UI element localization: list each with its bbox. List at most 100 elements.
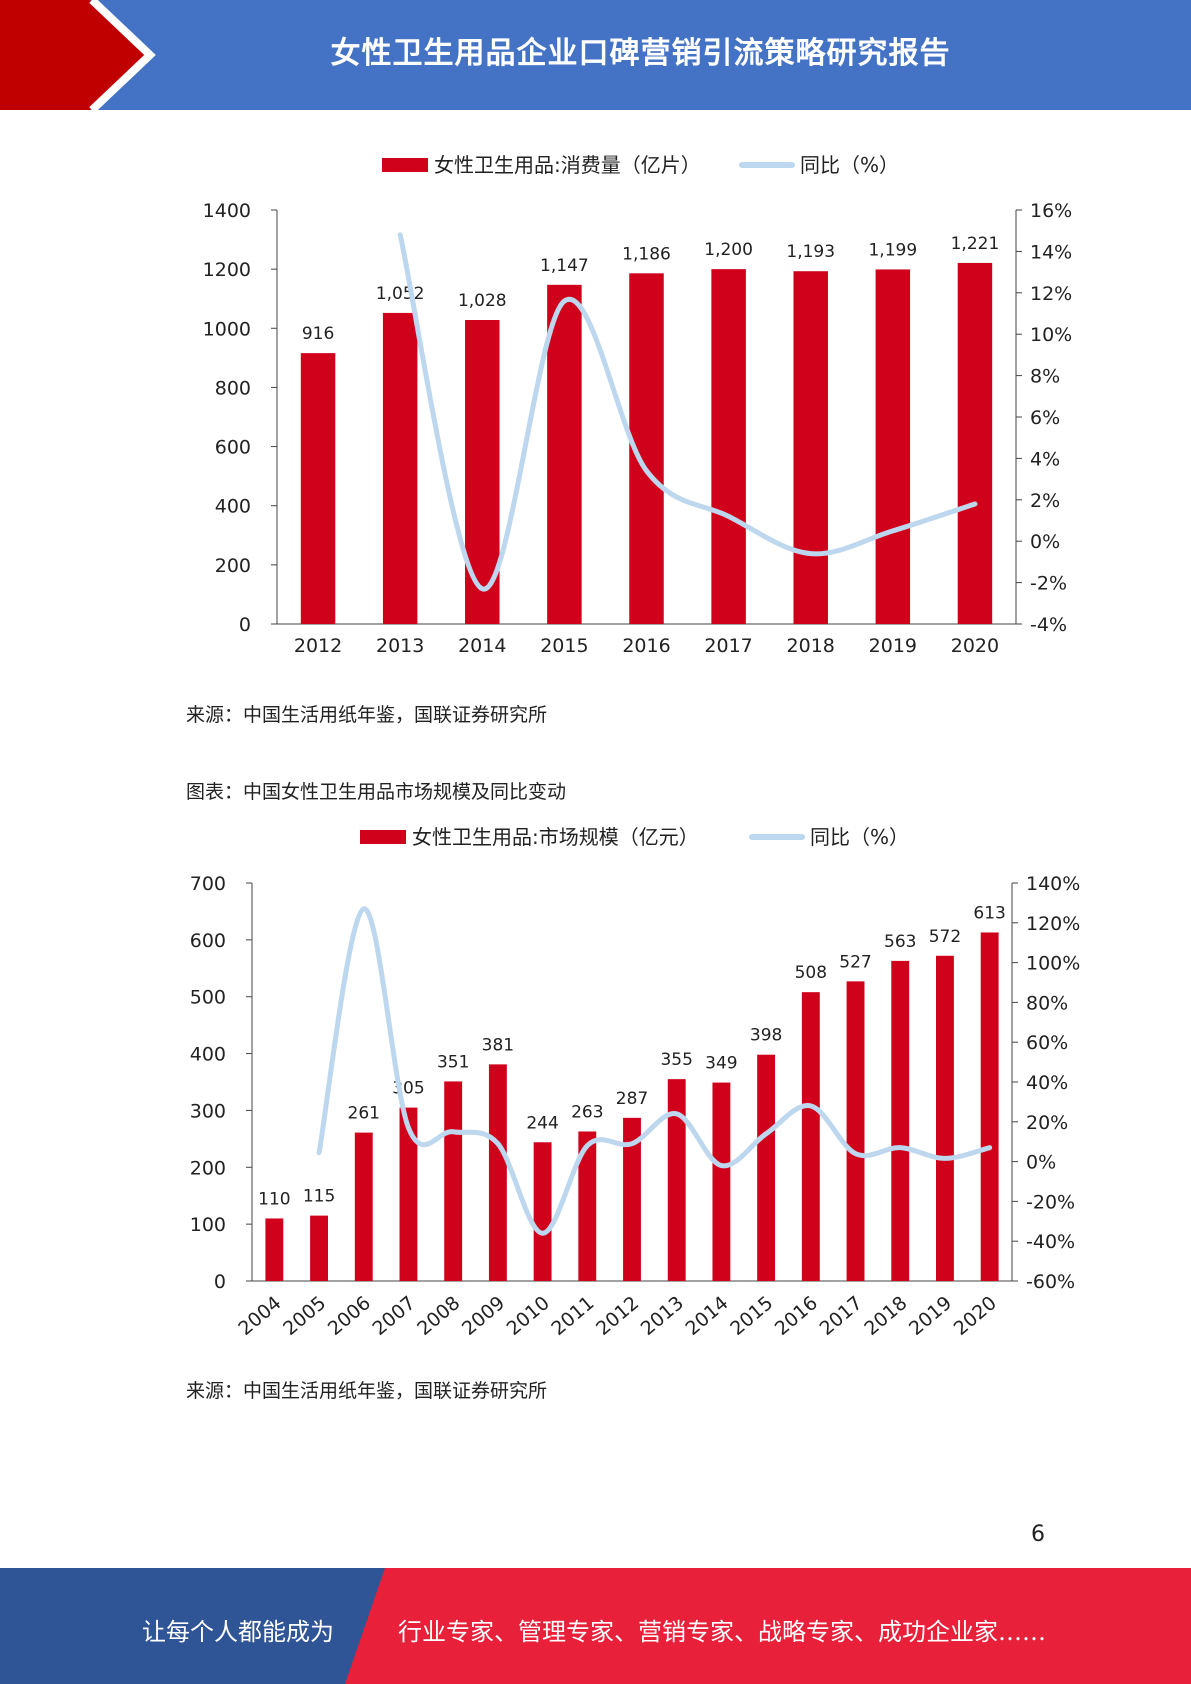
c1-legend-line-label: 同比（%） [800,153,899,177]
c2-yoy-line [316,906,993,1236]
c2-bar-value-label: 349 [705,1054,737,1074]
c1-right-tick-label: 10% [1030,324,1072,346]
c2-bar [354,1132,373,1281]
footer-slogan-right: 行业专家、管理专家、营销专家、战略专家、成功企业家…… [398,1618,1046,1646]
c1-legend-bar-swatch [382,158,428,172]
c2-right-tick-label: 120% [1026,913,1080,935]
c2-bar [310,1215,328,1281]
c2-left-tick-label: 300 [190,1100,226,1122]
c1-left-tick-label: 1400 [203,200,251,222]
c1-left-tick-label: 1200 [203,259,251,281]
c1-left-tick-label: 1000 [203,318,251,340]
c2-right-tick-label: -20% [1026,1191,1075,1213]
c2-x-tick-label: 2011 [547,1292,598,1340]
c1-bar [382,312,418,624]
c2-bar-value-label: 381 [482,1035,514,1055]
c2-right-tick-label: 100% [1026,953,1080,975]
footer-blue-band [0,1568,385,1684]
c2-bar [488,1064,507,1281]
c1-bar-value-label: 916 [302,324,334,344]
c1-bar-value-label: 1,052 [376,284,425,304]
c2-bar-value-label: 351 [437,1052,469,1072]
c2-bar-value-label: 244 [526,1113,558,1133]
c1-bar [793,271,828,624]
c2-bar-value-label: 263 [571,1102,603,1122]
chart1-source: 来源：中国生活用纸年鉴，国联证券研究所 [186,704,548,726]
c2-bar [444,1081,463,1281]
footer-background [0,1568,1191,1684]
c2-right-tick-label: 140% [1026,873,1080,895]
c1-bar-value-label: 1,221 [951,234,1000,254]
c2-bar [712,1082,731,1281]
header-red-arrow [0,0,150,110]
c2-bar-value-label: 261 [348,1104,380,1124]
page-header: 女性卫生用品企业口碑营销引流策略研究报告 [0,0,1191,110]
c1-x-tick-label: 2019 [869,635,917,657]
c1-right-tick-label: 4% [1030,448,1060,470]
c2-left-tick-label: 700 [190,873,226,895]
c2-right-tick-label: 0% [1026,1152,1056,1174]
c2-right-tick-label: 80% [1026,992,1068,1014]
header-arrow-decoration [0,0,156,110]
c1-bar-value-label: 1,199 [868,240,917,260]
c1-x-tick-label: 2012 [294,635,342,657]
c1-right-tick-label: 6% [1030,407,1060,429]
c2-bar [623,1117,641,1281]
c2-legend-bar-swatch [360,830,406,844]
c1-legend-bar-label: 女性卫生用品:消费量（亿片） [434,153,701,177]
c1-right-tick-label: 14% [1030,241,1072,263]
c1-left-tick-label: 600 [215,437,251,459]
c1-right-tick-label: 2% [1030,490,1060,512]
c2-bar-value-label: 508 [795,963,827,983]
page-footer: 让每个人都能成为 行业专家、管理专家、营销专家、战略专家、成功企业家…… [0,1568,1191,1684]
header-white-chevron [89,0,156,110]
c2-bar-value-label: 572 [929,927,961,947]
c2-bar [533,1142,552,1281]
c2-left-tick-label: 600 [190,930,226,952]
c1-left-tick-label: 0 [239,614,251,636]
c1-x-tick-label: 2018 [787,635,835,657]
c2-left-tick-label: 200 [190,1157,226,1179]
c2-left-tick-label: 500 [190,987,226,1009]
c2-right-tick-label: -40% [1026,1231,1075,1253]
c2-bar-value-label: 110 [258,1189,290,1209]
c2-legend-bar-label: 女性卫生用品:市场规模（亿元） [412,825,699,849]
consumption-chart: 0 200 400 600 800 1000 1200 1400 -4% -2% 0% 2% 4% 6% 8… [0,140,1191,680]
c2-x-tick-label: 2004 [234,1292,285,1340]
c1-bar-value-label: 1,147 [540,256,589,276]
c2-x-tick-label: 2010 [503,1292,554,1340]
c2-bar [399,1107,418,1281]
c1-bar [875,269,911,624]
c1-left-tick-label: 800 [215,377,251,399]
c2-x-tick-label: 2006 [324,1292,375,1340]
c2-left-tick-label: 100 [190,1214,226,1236]
c2-bar [980,932,999,1281]
c2-x-tick-label: 2020 [950,1292,1001,1340]
c2-left-tick-label: 0 [214,1271,226,1293]
c2-x-tick-label: 2012 [592,1292,643,1340]
c1-right-tick-label: 12% [1030,283,1072,305]
c1-bar-value-label: 1,193 [786,242,835,262]
c2-bar [891,960,910,1281]
c2-bar [936,955,954,1281]
c1-bar-value-label: 1,028 [458,291,507,311]
c1-right-tick-label: -2% [1030,573,1067,595]
c1-x-tick-label: 2016 [622,635,670,657]
market-size-chart-svg: 0 100 200 300 400 500 600 700 -60% -40% -20% 0% 20% 4… [190,825,1081,1340]
market-size-chart: 0 100 200 300 400 500 600 700 -60% -40% -20% 0% 20% 4… [0,815,1191,1355]
c2-bar-value-label: 563 [884,932,916,952]
c2-right-tick-label: 20% [1026,1112,1068,1134]
c2-bar [578,1131,597,1281]
c2-x-tick-label: 2015 [726,1292,777,1340]
chart2-caption: 图表：中国女性卫生用品市场规模及同比变动 [186,781,567,803]
c2-bar-value-label: 398 [750,1026,782,1046]
c2-right-tick-label: 40% [1026,1072,1068,1094]
c1-x-tick-label: 2015 [540,635,588,657]
c2-left-tick-label: 400 [190,1044,226,1066]
c2-x-tick-label: 2016 [771,1292,822,1340]
c1-right-tick-label: 8% [1030,366,1060,388]
c2-x-tick-label: 2014 [681,1292,732,1340]
c1-bar [957,262,993,624]
footer-slogan-left: 让每个人都能成为 [142,1618,334,1646]
c1-x-tick-label: 2014 [458,635,506,657]
